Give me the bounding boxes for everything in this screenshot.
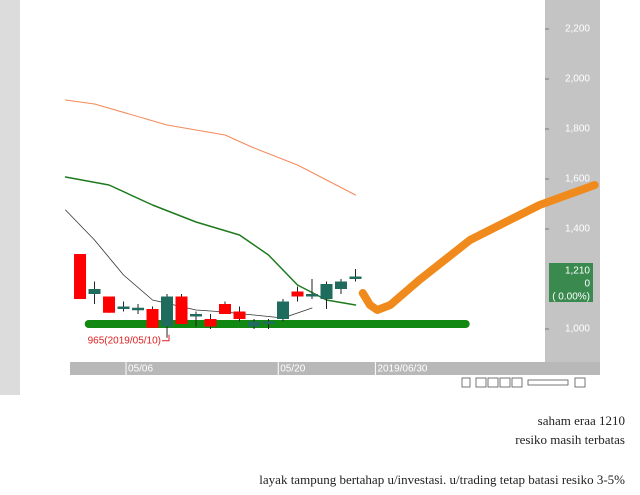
candle-body: [320, 284, 333, 299]
tool-button[interactable]: [499, 377, 511, 388]
tool-button[interactable]: [511, 377, 523, 388]
candle-body: [88, 289, 101, 294]
annotation: 965(2019/05/10): [88, 335, 161, 346]
candle-body: [161, 296, 174, 327]
y-tick-label: 1,600: [565, 174, 590, 185]
candle-body: [204, 319, 217, 327]
x-tick-label: 05/20: [280, 364, 305, 375]
candle-body: [132, 307, 145, 311]
x-axis-strip: [70, 362, 600, 375]
annotation-arrow: [162, 334, 170, 342]
candle-body: [219, 304, 232, 314]
candle-body: [74, 254, 87, 299]
tool-button[interactable]: [574, 377, 586, 388]
x-tick-label: 2019/06/30: [377, 364, 427, 375]
percent-label: ( 0.00%): [552, 292, 590, 303]
y-tick-label: 1,000: [565, 324, 590, 335]
price-label: 1,210: [565, 266, 590, 277]
candle-body: [335, 281, 348, 289]
candle-body: [103, 296, 116, 313]
y-tick-label: 2,000: [565, 74, 590, 85]
post-line: saham eraa 1210: [537, 413, 625, 428]
x-tick-label: 05/06: [128, 364, 153, 375]
change-label: 0: [584, 279, 590, 290]
moving-line: [65, 99, 357, 196]
moving-line: [358, 181, 599, 314]
tool-button[interactable]: [475, 377, 487, 388]
candle-body: [146, 309, 159, 328]
y-tick-label: 1,800: [565, 124, 590, 135]
candle-body: [175, 296, 188, 324]
candle-body: [233, 311, 246, 319]
chart: 1,000 1,400 1,600 1,800 2,000 2,200 05/06 05/20…: [0, 0, 600, 395]
toolbar: [461, 377, 586, 388]
candle-body: [117, 306, 130, 309]
tool-button[interactable]: [487, 377, 499, 388]
scroll-bar[interactable]: [527, 379, 569, 386]
y-tick-label: 1,400: [565, 224, 590, 235]
price-box-bg: [549, 263, 593, 302]
candle-body: [190, 314, 203, 317]
post-line: resiko masih terbatas: [515, 432, 625, 447]
post-line: layak tampung bertahap u/investasi. u/tr…: [259, 472, 625, 487]
candle-body: [306, 294, 319, 297]
candle-body: [248, 321, 261, 327]
candle-body: [277, 301, 290, 319]
candle-body: [291, 291, 304, 297]
price-box: 1,210 0 ( 0.00%): [549, 263, 593, 303]
candle-body: [349, 276, 362, 279]
moving-line: [65, 209, 313, 319]
y-tick-label: 2,200: [565, 24, 590, 35]
candle-body: [262, 321, 275, 324]
tool-button[interactable]: [461, 377, 471, 388]
left-margin: [0, 0, 20, 395]
